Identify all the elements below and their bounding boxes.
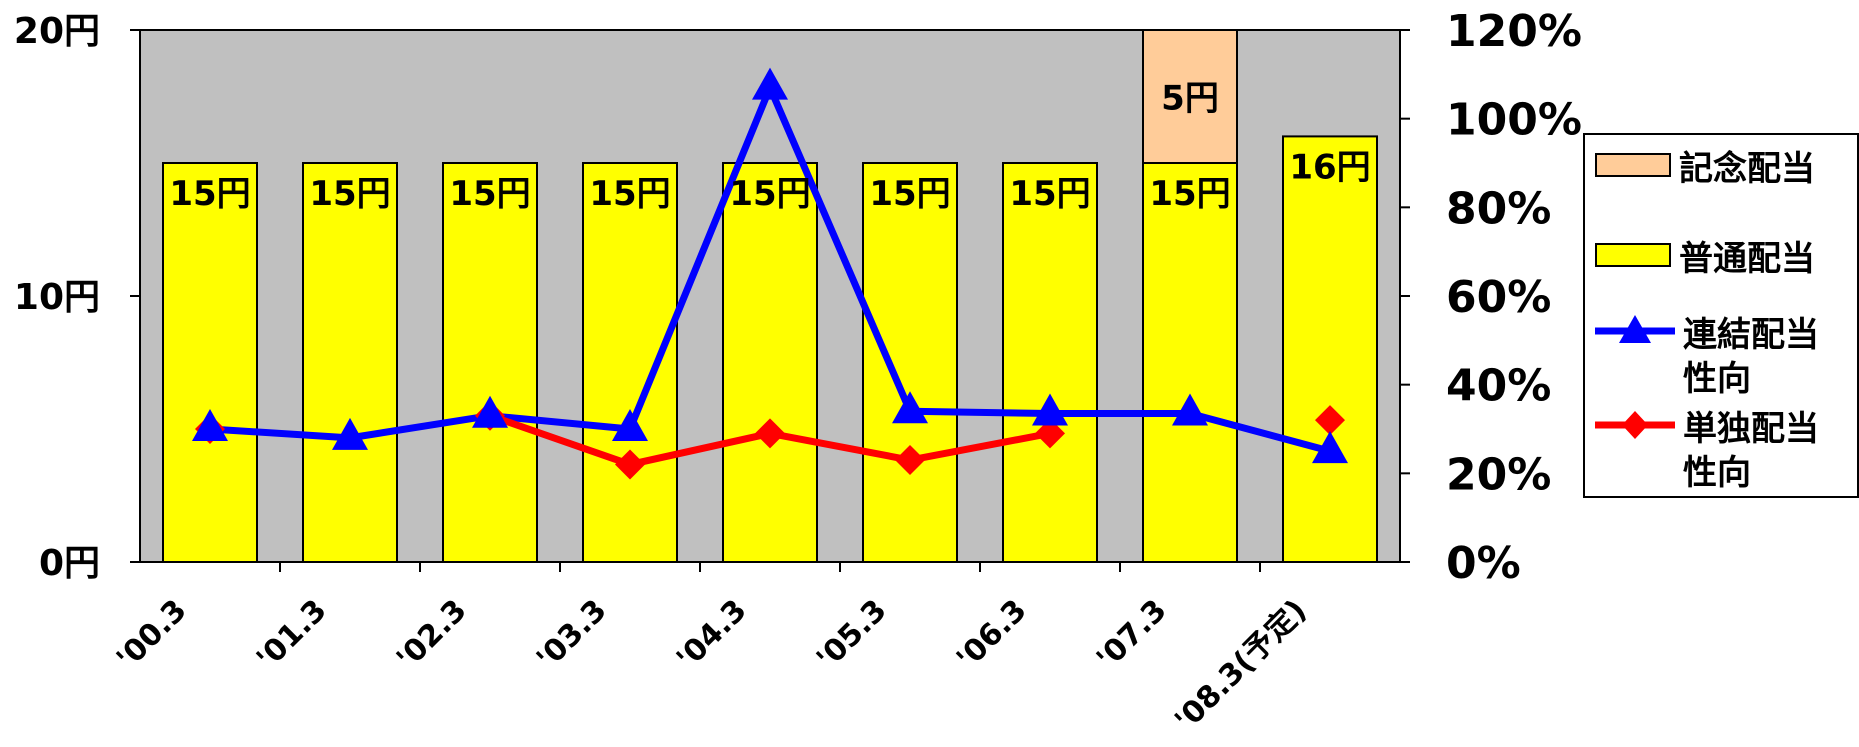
bar-ordinary bbox=[302, 162, 398, 563]
x-tick-label: '00.3 bbox=[110, 593, 194, 677]
legend-label-consolidated: 連結配当 性向 bbox=[1683, 315, 1819, 399]
bar-data-label: 15円 bbox=[449, 174, 530, 214]
bar-ordinary bbox=[582, 162, 678, 563]
bar-data-label: 15円 bbox=[1009, 174, 1090, 214]
legend-item-commemorative: 記念配当 bbox=[1595, 147, 1849, 191]
bar-ordinary bbox=[162, 162, 258, 563]
legend-item-consolidated: 連結配当 性向 bbox=[1595, 313, 1853, 401]
x-tick-label: '06.3 bbox=[950, 593, 1034, 677]
point-standalone bbox=[1035, 418, 1065, 449]
legend-label-standalone: 単独配当 性向 bbox=[1683, 409, 1819, 493]
x-tick-label: '01.3 bbox=[250, 593, 334, 677]
point-standalone bbox=[1315, 405, 1345, 436]
point-standalone bbox=[615, 449, 645, 480]
right-tick-label: 120% bbox=[1446, 6, 1582, 57]
bar-ordinary bbox=[722, 162, 818, 563]
bar-ordinary bbox=[1282, 135, 1378, 563]
legend-item-ordinary: 普通配当 bbox=[1595, 237, 1849, 281]
point-consolidated bbox=[1032, 393, 1068, 426]
bar-data-label: 15円 bbox=[589, 174, 670, 214]
x-tick-label: '05.3 bbox=[810, 593, 894, 677]
bar-data-label: 15円 bbox=[169, 174, 250, 214]
right-tick-label: 100% bbox=[1446, 95, 1582, 146]
legend-swatch-ordinary bbox=[1595, 243, 1671, 267]
point-consolidated bbox=[332, 417, 368, 450]
bar-ordinary bbox=[1142, 162, 1238, 563]
left-tick-label: 10円 bbox=[14, 277, 100, 318]
legend-label-ordinary: 普通配当 bbox=[1679, 239, 1815, 279]
point-consolidated bbox=[472, 395, 508, 428]
bar-data-label: 5円 bbox=[1161, 79, 1219, 119]
right-tick-label: 20% bbox=[1446, 449, 1551, 500]
legend: 記念配当 普通配当 連結配当 性向 単独配当 性向 bbox=[1583, 133, 1859, 498]
bar-data-label: 15円 bbox=[729, 174, 810, 214]
legend-item-standalone: 単独配当 性向 bbox=[1595, 407, 1853, 495]
right-tick-label: 80% bbox=[1446, 183, 1551, 234]
x-tick-label: '02.3 bbox=[390, 593, 474, 677]
legend-label-commemorative: 記念配当 bbox=[1679, 149, 1815, 189]
point-consolidated bbox=[612, 409, 648, 441]
x-tick-label: '04.3 bbox=[670, 593, 754, 677]
left-tick-label: 20円 bbox=[14, 11, 100, 52]
point-consolidated bbox=[192, 409, 228, 441]
x-tick-label: '03.3 bbox=[530, 593, 614, 677]
point-standalone bbox=[895, 445, 925, 476]
right-tick-label: 60% bbox=[1446, 272, 1551, 323]
right-tick-label: 40% bbox=[1446, 361, 1551, 412]
bar-commemorative bbox=[1142, 29, 1238, 164]
legend-line-consolidated bbox=[1595, 313, 1675, 349]
point-consolidated bbox=[1172, 393, 1208, 426]
legend-swatch-commemorative bbox=[1595, 153, 1671, 177]
bar-ordinary bbox=[862, 162, 958, 563]
bar-ordinary bbox=[442, 162, 538, 563]
bar-data-label: 15円 bbox=[869, 174, 950, 214]
point-consolidated bbox=[1312, 431, 1348, 464]
left-tick-label: 0円 bbox=[39, 543, 100, 584]
x-tick-label: '08.3(予定) bbox=[1168, 593, 1313, 738]
bar-data-label: 15円 bbox=[1149, 174, 1230, 214]
bar-data-label: 15円 bbox=[309, 174, 390, 214]
bar-data-label: 16円 bbox=[1289, 147, 1370, 187]
point-standalone bbox=[755, 418, 785, 449]
point-consolidated bbox=[752, 67, 788, 100]
point-consolidated bbox=[892, 391, 928, 424]
right-tick-label: 0% bbox=[1446, 538, 1521, 589]
x-tick-label: '07.3 bbox=[1090, 593, 1174, 677]
bar-ordinary bbox=[1002, 162, 1098, 563]
legend-line-standalone bbox=[1595, 407, 1675, 443]
